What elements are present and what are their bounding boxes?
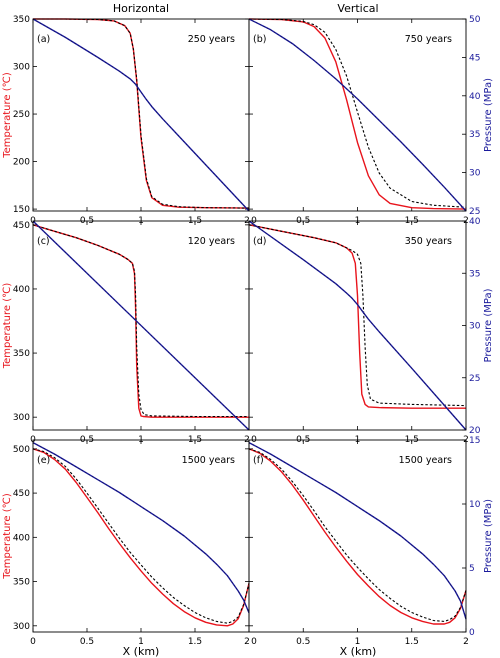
x-tick-label: 2 [463,637,469,647]
reference-line [33,18,250,209]
pressure-reference-line [32,18,250,212]
panel-label: (e) [37,455,50,466]
panel-1: 00.511.52253035404550(b)750 yearsPressur… [248,15,494,226]
x-tick-label: 1 [138,637,144,647]
pressure-tick-label: 30 [469,169,481,179]
pressure-axis-label: Pressure (MPa) [483,499,494,573]
temp-tick-label: 250 [13,110,30,120]
reference-line [248,224,467,407]
pressure-line [248,441,467,620]
pressure-reference-line [248,442,467,620]
reference-line [32,448,250,624]
temperature-line [32,224,249,418]
temp-tick-label: 300 [13,622,30,632]
pressure-tick-label: 40 [469,217,481,227]
pressure-tick-label: 10 [469,500,481,510]
plot-frame [248,18,467,212]
panel-3: 00.511.522025303540(d)350 yearsPressure … [248,217,494,445]
time-label: 1500 years [182,455,235,466]
pressure-tick-label: 25 [469,207,480,217]
temperature-line [248,18,467,210]
pressure-tick-label: 30 [469,322,481,332]
pressure-line [32,441,250,614]
pressure-line [32,18,250,212]
x-tick-label: 1.5 [405,637,419,647]
time-label: 120 years [188,236,235,247]
pressure-reference-line [248,220,467,431]
plot-frame [32,18,250,212]
temp-tick-label: 500 [13,445,30,455]
x-tick-label: 1 [355,637,361,647]
temp-tick-label: 150 [13,205,30,215]
pressure-tick-label: 35 [469,269,480,279]
temp-tick-label: 400 [13,285,30,295]
pressure-line [248,18,467,212]
temp-tick-label: 350 [13,349,30,359]
time-label: 1500 years [399,455,452,466]
reference-line [32,224,249,418]
reference-line [248,448,467,622]
panel-label: (c) [37,236,50,247]
temperature-line [248,224,466,409]
pressure-axis-label: Pressure (MPa) [483,78,494,152]
pressure-axis-label: Pressure (MPa) [483,288,494,362]
panel-label: (d) [253,236,266,247]
x-tick-label: 0.5 [80,637,94,647]
x-tick-label: 1.5 [188,637,202,647]
pressure-reference-line [248,18,467,212]
x-tick-label: 2 [244,637,250,647]
x-tick-label: 0 [251,637,257,647]
panel-label: (b) [253,34,266,45]
pressure-line [32,220,250,431]
time-label: 250 years [188,34,235,45]
temp-tick-label: 300 [13,63,30,73]
pressure-tick-label: 40 [469,92,481,102]
temp-tick-label: 350 [13,15,30,25]
temperature-line [248,448,467,625]
column-title-vertical: Vertical [337,2,378,15]
panel-4: 0 0.5 1 1.5 2 300 350 400 450 500 (e) 1500 years Tem… [2,439,250,647]
temperature-axis-label: Temperature (℃) [2,493,13,580]
x-tick-label: 0 [30,637,36,647]
temp-tick-label: 450 [13,489,30,499]
temp-tick-label: 300 [13,413,30,423]
temperature-line [33,18,250,209]
panel-label: (f) [253,455,264,466]
time-label: 350 years [405,236,452,247]
plot-frame [248,220,467,431]
temperature-axis-label: Temperature (℃) [2,72,13,159]
pressure-tick-label: 20 [469,426,481,436]
column-title-horizontal: Horizontal [113,2,169,15]
pressure-line [248,220,467,431]
temp-tick-label: 450 [13,221,30,231]
pressure-tick-label: 45 [469,53,480,63]
temperature-axis-label: Temperature (℃) [2,283,13,370]
reference-line [248,18,467,208]
x-axis-label-left: X (km) [123,645,160,658]
pressure-tick-label: 0 [469,628,475,638]
temperature-line [32,448,250,627]
pressure-tick-label: 5 [469,564,475,574]
temp-tick-label: 200 [13,158,30,168]
x-tick-label: 0.5 [296,637,310,647]
pressure-tick-label: 35 [469,130,480,140]
pressure-tick-label: 50 [469,15,481,25]
panel-label: (a) [37,34,50,45]
plot-frame [248,439,467,633]
temp-tick-label: 400 [13,533,30,543]
temp-tick-label: 350 [13,578,30,588]
pressure-tick-label: 25 [469,374,480,384]
x-axis-label-right: X (km) [340,645,377,658]
pressure-tick-label: 15 [469,436,480,446]
pressure-reference-line [32,442,250,613]
time-label: 750 years [405,34,452,45]
